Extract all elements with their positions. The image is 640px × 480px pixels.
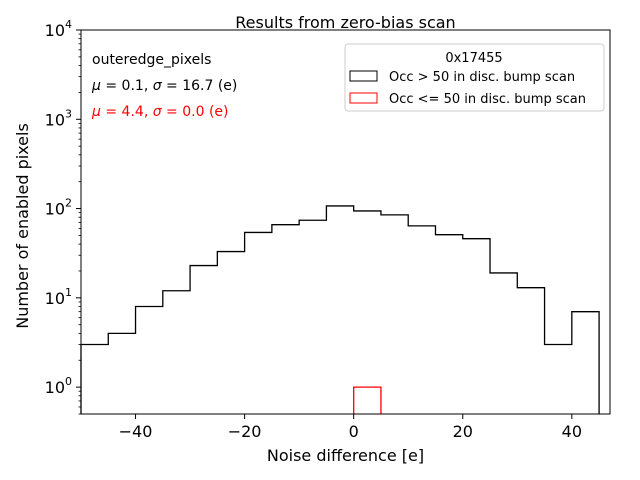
dataset-name-annotation: outeredge_pixels (92, 52, 211, 68)
legend-swatch-black (349, 70, 378, 82)
x-tick-label: −40 (119, 422, 153, 441)
legend: 0x17455 Occ > 50 in disc. bump scan Occ … (344, 43, 605, 112)
histogram-bin (299, 220, 326, 414)
x-tick-label: 40 (562, 422, 582, 441)
histogram-bin (381, 215, 408, 414)
legend-label-black: Occ > 50 in disc. bump scan (389, 70, 575, 85)
y-tick-label: 101 (45, 286, 72, 308)
x-tick-label: 20 (453, 422, 473, 441)
x-tick-label: 0 (349, 422, 359, 441)
mu-value: = 4.4, (101, 104, 153, 120)
histogram-bin (354, 387, 381, 414)
legend-swatch-red (349, 92, 378, 104)
histogram-bin (217, 252, 244, 414)
sigma-symbol: σ (153, 78, 163, 94)
red-series-stats: μ = 4.4, σ = 0.0 (e) (91, 104, 228, 120)
black-series-stats: μ = 0.1, σ = 16.7 (e) (91, 78, 237, 94)
y-tick-label: 102 (45, 197, 72, 219)
legend-label-red: Occ <= 50 in disc. bump scan (389, 92, 586, 107)
histogram-bin (136, 306, 163, 414)
y-axis-label: Number of enabled pixels (13, 123, 32, 329)
histogram-step-line (80, 205, 600, 414)
histogram-bin (81, 345, 108, 414)
sigma-symbol: σ (153, 104, 163, 120)
histogram-bin (190, 266, 217, 414)
histogram-bin (517, 288, 544, 414)
histogram-bin (572, 312, 599, 414)
histogram-series (353, 386, 382, 414)
x-tick-label: −20 (228, 422, 262, 441)
sigma-value: = 0.0 (e) (162, 104, 229, 120)
series-layer (80, 205, 600, 414)
x-axis-ticks: −40 −20 0 20 40 (119, 414, 582, 441)
histogram-bin (163, 291, 190, 414)
y-axis-ticks: 100 101 102 103 104 (45, 18, 81, 415)
mu-symbol: μ (91, 78, 101, 94)
histogram-bin (272, 225, 299, 414)
histogram-bin (245, 232, 272, 414)
histogram-bin (463, 239, 490, 414)
legend-box (344, 43, 605, 112)
histogram-step-line (353, 386, 382, 414)
mu-symbol: μ (91, 104, 101, 120)
histogram-bin (490, 273, 517, 414)
histogram-series (80, 205, 600, 414)
y-tick-label: 100 (45, 375, 72, 397)
histogram-bin (435, 235, 462, 414)
mu-value: = 0.1, (101, 78, 153, 94)
histogram-bin (408, 226, 435, 414)
legend-title: 0x17455 (445, 51, 502, 66)
histogram-bin (326, 206, 353, 414)
histogram-bin (108, 333, 135, 414)
sigma-value: = 16.7 (e) (162, 78, 238, 94)
histogram-bin (545, 345, 572, 414)
x-axis-label: Noise difference [e] (267, 446, 424, 465)
y-tick-label: 103 (45, 107, 72, 129)
chart-title: Results from zero-bias scan (235, 13, 455, 32)
y-tick-label: 104 (45, 18, 72, 40)
histogram-bin (354, 211, 381, 414)
